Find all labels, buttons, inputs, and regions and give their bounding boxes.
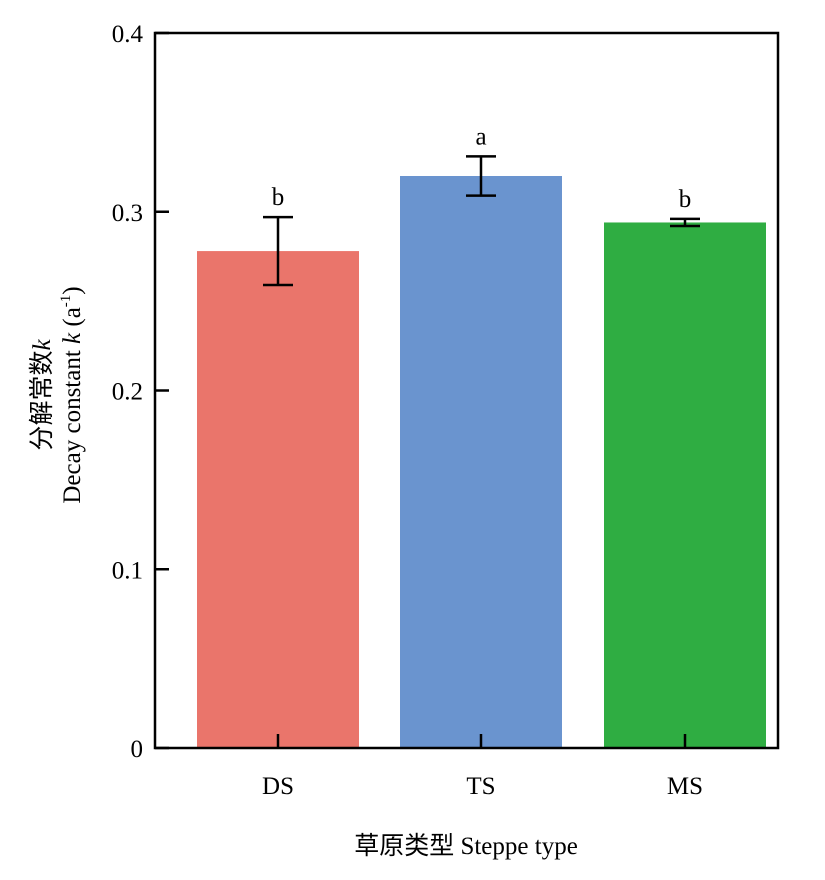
y-axis-title-chinese-text: 分解常数: [28, 351, 56, 451]
error-bars-layer: [263, 155, 700, 287]
y-axis-title-chinese-var: k: [29, 339, 56, 351]
y-axis-title-english-var: k: [59, 332, 86, 344]
y-tick-label-0: 0: [131, 736, 144, 763]
x-axis-title: 草原类型 Steppe type: [354, 832, 578, 860]
bar-ms: [604, 222, 766, 749]
y-axis-title-chinese: 分解常数k: [28, 339, 56, 451]
significance-letter-ds: b: [272, 184, 285, 211]
x-axis-ticks: DS TS MS: [262, 734, 703, 800]
x-tick-label-ds: DS: [262, 773, 294, 800]
significance-letter-ts: a: [475, 123, 486, 150]
bar-ts: [400, 176, 562, 748]
y-tick-label-1: 0.1: [112, 557, 143, 584]
error-bar-ms: [670, 217, 700, 228]
y-axis-title-english: Decay constant k (a-1): [58, 286, 86, 503]
bars-layer: [197, 176, 766, 749]
y-tick-label-4: 0.4: [112, 21, 144, 48]
significance-letter-ms: b: [679, 186, 692, 213]
y-axis-title-english-unit-close: ): [59, 286, 86, 294]
y-tick-label-2: 0.2: [112, 379, 143, 406]
y-tick-label-3: 0.3: [112, 200, 143, 227]
y-axis-title: 分解常数k Decay constant k (a-1): [28, 286, 86, 503]
significance-letters-layer: b a b: [272, 123, 692, 213]
y-axis-title-english-text: Decay constant: [59, 344, 86, 504]
x-tick-label-ts: TS: [466, 773, 495, 800]
y-axis-title-english-unit-open: (a: [59, 307, 86, 333]
x-tick-label-ms: MS: [667, 773, 703, 800]
bar-ds: [197, 251, 359, 748]
y-axis-ticks: 0 0.1 0.2 0.3 0.4: [112, 21, 169, 763]
error-bar-ts: [466, 155, 496, 197]
y-axis-title-english-unit-sup: -1: [58, 295, 74, 308]
error-bar-ds: [263, 215, 293, 287]
